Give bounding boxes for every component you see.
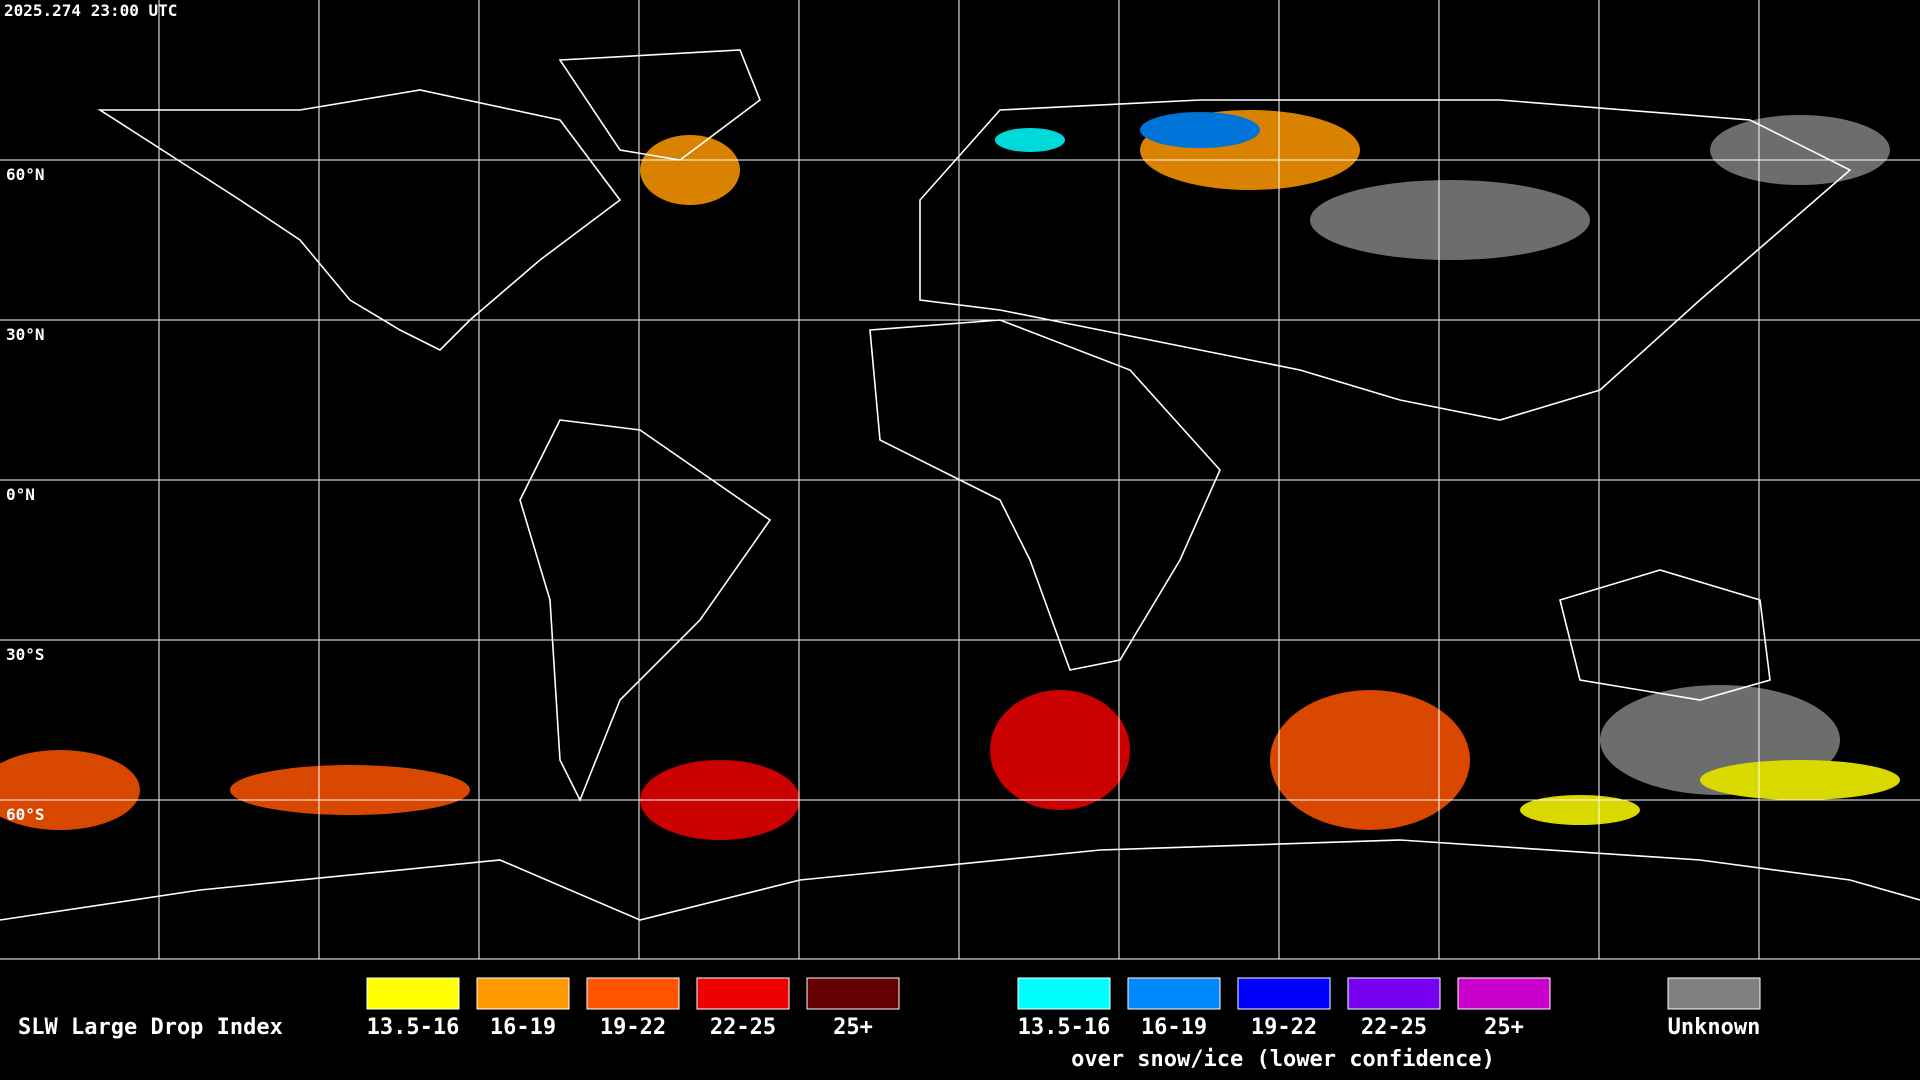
legend-label: Unknown — [1668, 1015, 1761, 1040]
legend: 13.5-16 16-19 19-22 22-25 25+ 13.5-16 16-19 19-… — [366, 977, 1761, 1040]
cloud-patch — [1270, 690, 1470, 830]
legend-label: 19-22 — [1251, 1015, 1317, 1040]
legend-swatch — [1457, 977, 1551, 1010]
legend-swatch — [1017, 977, 1111, 1010]
timestamp: 2025.274 23:00 UTC — [4, 1, 177, 20]
legend-swatch — [586, 977, 680, 1010]
coastlines — [0, 49, 1920, 921]
australia — [1559, 569, 1771, 701]
legend-label: 16-19 — [490, 1015, 556, 1040]
legend-swatch — [476, 977, 570, 1010]
greenland — [558, 49, 761, 161]
legend-swatch — [1347, 977, 1441, 1010]
legend-swatch — [1237, 977, 1331, 1010]
cloud-patch — [1520, 795, 1640, 825]
legend-swatch — [366, 977, 460, 1010]
eurasia — [919, 99, 1852, 421]
legend-label: 19-22 — [600, 1015, 666, 1040]
legend-label: 25+ — [833, 1015, 873, 1040]
cloud-patch — [990, 690, 1130, 810]
legend-label: 22-25 — [1361, 1015, 1427, 1040]
cloud-patch — [1310, 180, 1590, 260]
legend-swatch — [1127, 977, 1221, 1010]
latitude-label: 60°S — [6, 805, 45, 824]
latitude-label: 60°N — [6, 165, 45, 184]
cloud-patch — [0, 750, 140, 830]
legend-label: 25+ — [1484, 1015, 1524, 1040]
legend-label: 13.5-16 — [1018, 1015, 1111, 1040]
cloud-patch — [640, 135, 740, 205]
legend-label: 16-19 — [1141, 1015, 1207, 1040]
cloud-patch — [1700, 760, 1900, 800]
antarctica — [0, 839, 1920, 921]
legend-title: SLW Large Drop Index — [18, 1015, 283, 1040]
south-america — [519, 419, 772, 802]
legend-panel — [0, 959, 1920, 1080]
cloud-patch — [230, 765, 470, 815]
cloud-patch — [1710, 115, 1890, 185]
cloud-patch — [995, 128, 1065, 152]
legend-swatch — [1667, 977, 1761, 1010]
graticule: 60°N 30°N 0°N 30°S 60°S — [0, 0, 1920, 959]
legend-swatch — [806, 977, 900, 1010]
legend-swatch — [696, 977, 790, 1010]
snow-caption: over snow/ice (lower confidence) — [1071, 1047, 1495, 1072]
latitude-label: 30°S — [6, 645, 45, 664]
cloud-patch — [1140, 112, 1260, 148]
legend-label: 22-25 — [710, 1015, 776, 1040]
latitude-label: 0°N — [6, 485, 35, 504]
legend-label: 13.5-16 — [367, 1015, 460, 1040]
latitude-label: 30°N — [6, 325, 45, 344]
